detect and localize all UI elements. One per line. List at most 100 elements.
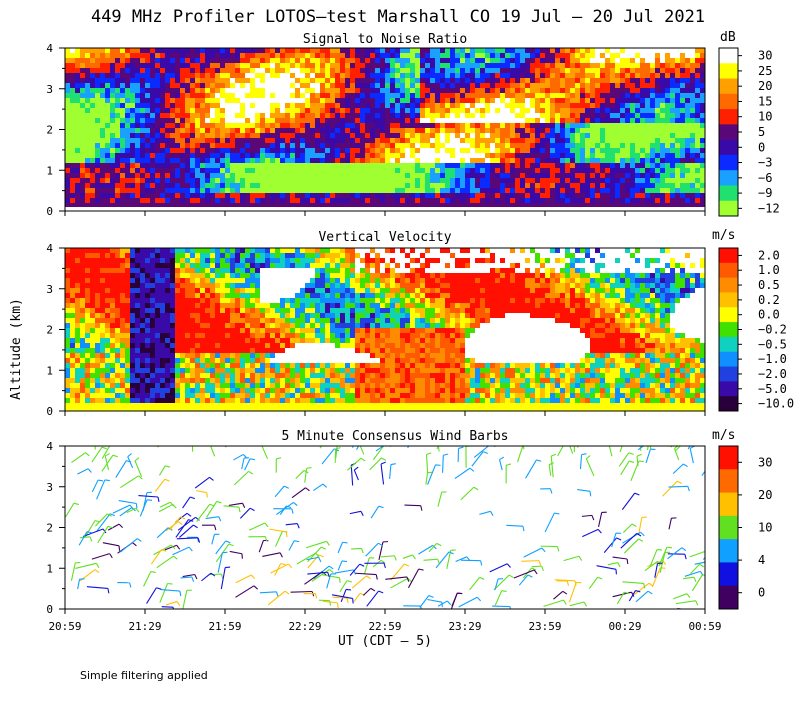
heatmap-cell xyxy=(160,123,165,128)
heatmap-cell xyxy=(65,343,70,348)
heatmap-cell xyxy=(190,108,195,113)
heatmap-cell xyxy=(345,193,350,198)
heatmap-cell xyxy=(115,168,120,173)
heatmap-cell xyxy=(460,103,465,108)
colorbar-swatch xyxy=(719,109,738,125)
heatmap-cell xyxy=(205,118,210,123)
heatmap-cell xyxy=(105,183,110,188)
heatmap-cell xyxy=(100,123,105,128)
heatmap-cell xyxy=(295,143,300,148)
heatmap-cell xyxy=(430,183,435,188)
heatmap-cell xyxy=(415,73,420,78)
heatmap-cell xyxy=(330,48,335,53)
heatmap-cell xyxy=(300,108,305,113)
heatmap-cell xyxy=(510,48,515,53)
heatmap-cell xyxy=(510,98,515,103)
heatmap-cell xyxy=(400,163,405,168)
heatmap-cell xyxy=(270,178,275,183)
heatmap-cell xyxy=(120,63,125,68)
heatmap-cell xyxy=(635,73,640,78)
heatmap-cell xyxy=(415,108,420,113)
heatmap-cell xyxy=(680,183,685,188)
heatmap-cell xyxy=(690,98,695,103)
heatmap-cell xyxy=(565,88,570,93)
heatmap-cell xyxy=(310,98,315,103)
heatmap-cell xyxy=(270,153,275,158)
heatmap-cell xyxy=(400,123,405,128)
heatmap-cell xyxy=(95,68,100,73)
heatmap-cell xyxy=(485,63,490,68)
heatmap-cell xyxy=(580,158,585,163)
heatmap-cell xyxy=(360,98,365,103)
heatmap-cell xyxy=(375,183,380,188)
heatmap-cell xyxy=(165,93,170,98)
heatmap-cell xyxy=(150,353,155,358)
heatmap-cell xyxy=(555,78,560,83)
heatmap-cell xyxy=(465,53,470,58)
heatmap-cell xyxy=(65,333,70,338)
heatmap-cell xyxy=(565,123,570,128)
heatmap-cell xyxy=(175,68,180,73)
heatmap-cell xyxy=(120,193,125,198)
heatmap-cell xyxy=(665,113,670,118)
heatmap-cell xyxy=(685,158,690,163)
heatmap-cell xyxy=(195,178,200,183)
heatmap-cell xyxy=(290,83,295,88)
heatmap-cell xyxy=(610,168,615,173)
heatmap-cell xyxy=(215,143,220,148)
heatmap-cell xyxy=(70,293,75,298)
heatmap-cell xyxy=(410,128,415,133)
heatmap-cell xyxy=(265,73,270,78)
heatmap-cell xyxy=(470,128,475,133)
heatmap-cell xyxy=(650,138,655,143)
heatmap-cell xyxy=(630,178,635,183)
heatmap-cell xyxy=(80,308,85,313)
heatmap-cell xyxy=(95,368,100,373)
heatmap-cell xyxy=(120,153,125,158)
heatmap-cell xyxy=(575,93,580,98)
heatmap-cell xyxy=(80,58,85,63)
heatmap-cell xyxy=(110,53,115,58)
heatmap-cell xyxy=(150,318,155,323)
heatmap-cell xyxy=(120,298,125,303)
heatmap-cell xyxy=(375,63,380,68)
heatmap-cell xyxy=(110,323,115,328)
heatmap-cell xyxy=(495,113,500,118)
heatmap-cell xyxy=(545,48,550,53)
heatmap-cell xyxy=(555,113,560,118)
heatmap-cell xyxy=(375,158,380,163)
heatmap-cell xyxy=(195,113,200,118)
heatmap-cell xyxy=(285,133,290,138)
heatmap-cell xyxy=(195,83,200,88)
heatmap-cell xyxy=(370,153,375,158)
heatmap-cell xyxy=(290,178,295,183)
heatmap-cell xyxy=(410,98,415,103)
heatmap-cell xyxy=(590,193,595,198)
heatmap-cell xyxy=(150,338,155,343)
heatmap-cell xyxy=(75,368,80,373)
heatmap-cell xyxy=(420,113,425,118)
heatmap-cell xyxy=(160,358,165,363)
heatmap-cell xyxy=(665,198,670,203)
heatmap-cell xyxy=(205,123,210,128)
heatmap-cell xyxy=(155,148,160,153)
heatmap-cell xyxy=(155,343,160,348)
heatmap-cell xyxy=(425,98,430,103)
heatmap-cell xyxy=(675,113,680,118)
heatmap-cell xyxy=(150,78,155,83)
heatmap-cell xyxy=(150,363,155,368)
heatmap-cell xyxy=(635,83,640,88)
heatmap-cell xyxy=(330,118,335,123)
heatmap-cell xyxy=(190,63,195,68)
heatmap-cell xyxy=(65,173,70,178)
heatmap-cell xyxy=(310,48,315,53)
heatmap-cell xyxy=(160,388,165,393)
heatmap-cell xyxy=(330,148,335,153)
heatmap-cell xyxy=(130,108,135,113)
heatmap-cell xyxy=(695,173,700,178)
heatmap-cell xyxy=(320,58,325,63)
heatmap-cell xyxy=(570,103,575,108)
heatmap-cell xyxy=(245,138,250,143)
heatmap-cell xyxy=(645,193,650,198)
heatmap-cell xyxy=(305,128,310,133)
